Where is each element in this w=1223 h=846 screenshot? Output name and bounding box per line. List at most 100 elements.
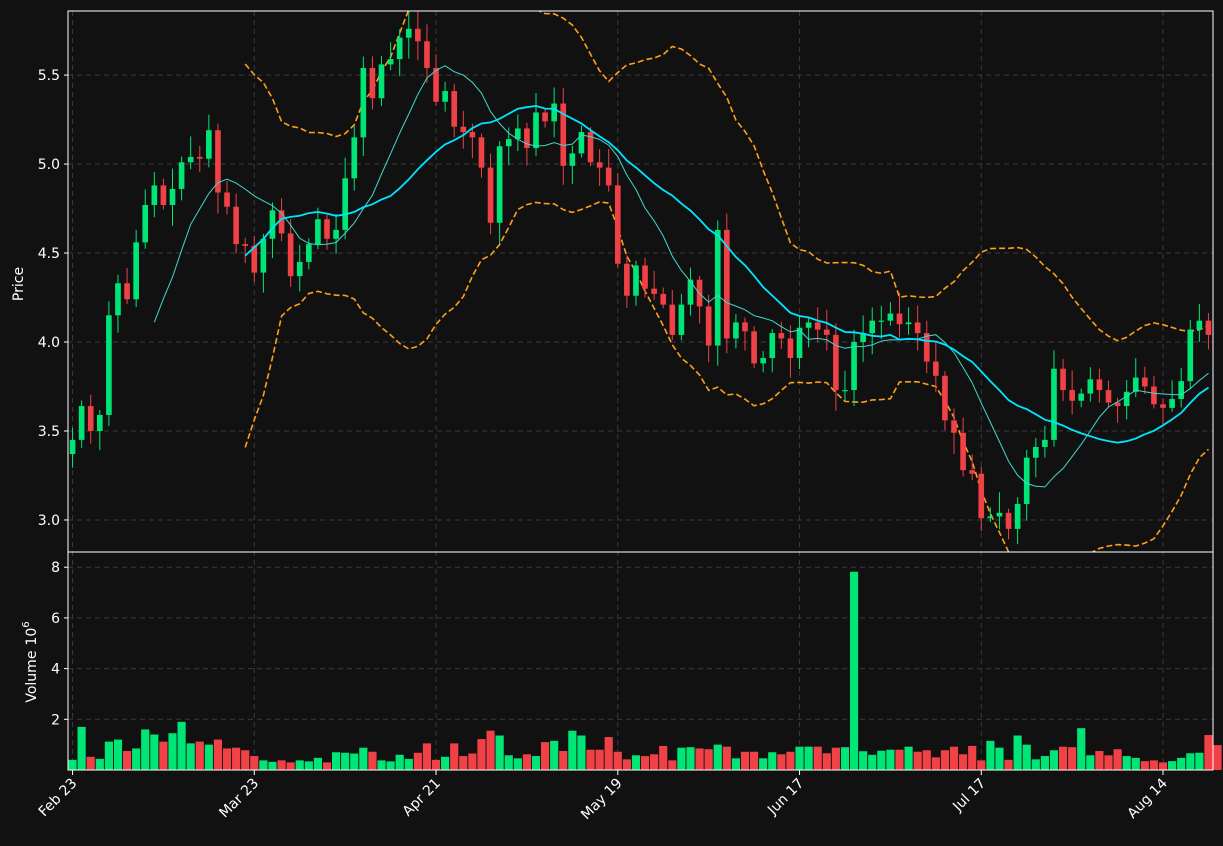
volume-bar: [986, 740, 995, 770]
candle-body: [796, 327, 803, 359]
candle-body: [378, 64, 385, 99]
volume-bar: [1049, 750, 1059, 770]
candle-body: [278, 210, 285, 234]
volume-bar: [659, 745, 668, 770]
volume-axis-label-base: 10: [24, 628, 40, 646]
volume-bar: [840, 747, 850, 770]
candle-body: [896, 313, 903, 325]
candle-body: [951, 420, 957, 433]
panel-frames: [67, 10, 1214, 771]
candle-body: [587, 132, 594, 163]
lower-bollinger-band: [244, 201, 1210, 552]
volume-bar: [595, 749, 604, 770]
volume-bar: [177, 721, 186, 770]
volume-bar: [1113, 749, 1122, 770]
volume-bar: [495, 735, 504, 770]
candle-body: [115, 283, 121, 316]
volume-bar: [622, 759, 631, 770]
candle-body: [124, 283, 130, 300]
candle-body: [614, 185, 621, 264]
volume-bar: [1022, 744, 1031, 770]
volume-bar: [1058, 746, 1068, 770]
candle-body: [569, 153, 576, 166]
candle-body: [769, 333, 776, 359]
volume-bar: [1204, 735, 1213, 770]
volume-bar: [159, 741, 168, 770]
candle-body: [714, 229, 721, 346]
candle-body: [596, 162, 603, 168]
volume-bar: [631, 755, 641, 770]
volume-tick-label: 8: [51, 560, 60, 576]
candle-body: [533, 112, 539, 149]
volume-bars: [68, 571, 1222, 770]
ma-20-line: [244, 104, 1210, 444]
volume-bar: [104, 741, 113, 770]
candle-body: [578, 132, 585, 154]
candle-body: [914, 322, 921, 334]
volume-bar: [804, 746, 813, 770]
candle-body: [942, 375, 948, 421]
volume-bar: [1095, 750, 1104, 770]
volume-bar: [86, 756, 95, 770]
candle-body: [1178, 381, 1185, 399]
candle-body: [342, 178, 348, 230]
candle-body: [742, 322, 748, 332]
price-tick-label: 3.0: [38, 513, 60, 529]
price-tick-label: 3.5: [38, 424, 60, 440]
candle-body: [206, 130, 212, 159]
candle-body: [442, 91, 448, 102]
volume-bar: [331, 752, 341, 770]
price-tick-label: 5.5: [38, 68, 60, 84]
volume-bar: [431, 759, 441, 770]
volume-bar: [586, 749, 595, 770]
candle-body: [369, 67, 376, 99]
volume-bar: [304, 761, 313, 770]
candle-body: [823, 329, 830, 335]
volume-bar: [650, 754, 659, 770]
volume-bar: [477, 739, 486, 770]
candle-body: [778, 333, 785, 339]
volume-bar: [1013, 735, 1022, 770]
candle-body: [187, 156, 194, 163]
candle-body: [933, 361, 939, 376]
volume-bar: [831, 747, 840, 770]
candles: [69, 11, 1212, 545]
candle-body: [1105, 390, 1112, 403]
volume-axis-label-power: 6: [21, 621, 32, 627]
candle-body: [860, 333, 866, 343]
volume-bar: [931, 757, 940, 770]
volume-bar: [77, 726, 86, 770]
volume-bar: [886, 749, 895, 770]
volume-bar: [550, 740, 559, 770]
volume-panel-frame: [67, 551, 1214, 771]
price-tick-label: 5.0: [38, 157, 60, 173]
volume-bar: [241, 750, 250, 770]
volume-axis-label-text: Volume: [24, 651, 40, 703]
volume-bar: [322, 762, 332, 770]
volume-tick-label: 6: [51, 611, 60, 627]
volume-bar: [795, 746, 804, 770]
candle-body: [1196, 320, 1203, 330]
volume-bar: [777, 754, 786, 770]
candle-body: [878, 320, 885, 322]
candle-body: [460, 126, 467, 133]
volume-bar: [1031, 759, 1040, 770]
candle-body: [842, 390, 848, 392]
volume-bar: [1149, 760, 1159, 770]
candle-body: [1087, 379, 1094, 394]
candle-body: [1014, 503, 1021, 529]
volume-bar: [940, 750, 950, 770]
candle-body: [1205, 320, 1212, 335]
candle-body: [987, 516, 994, 519]
volume-bar: [722, 746, 731, 770]
grid-layer: [68, 11, 1213, 770]
candle-body: [1096, 379, 1103, 391]
candle-body: [433, 67, 439, 102]
volume-bar: [849, 571, 859, 770]
candle-body: [333, 229, 339, 239]
volume-bar: [640, 756, 650, 770]
volume-bar: [1122, 756, 1131, 770]
candle-body: [733, 322, 739, 339]
candle-body: [478, 137, 485, 168]
